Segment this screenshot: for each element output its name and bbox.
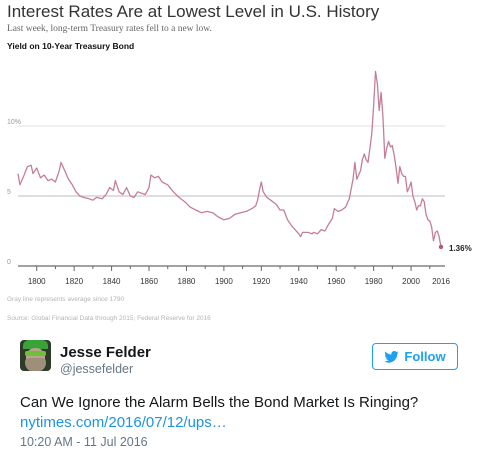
x-tick-label: 2000 [402, 277, 420, 286]
x-tick-label: 1820 [65, 277, 83, 286]
end-value-label: 1.36% [449, 244, 472, 253]
tweet-link[interactable]: nytimes.com/2016/07/12/ups… [20, 414, 227, 431]
avatar-beard [25, 358, 46, 371]
chart-note-average: Gray line represents average since 1790 [7, 296, 125, 303]
line-chart: 0 5 10% 1800 1820 1840 1860 1880 1900 1920 1940 196… [7, 70, 472, 286]
avatar-hat [23, 340, 48, 349]
author-handle[interactable]: @jessefelder [60, 362, 134, 376]
author-display-name[interactable]: Jesse Felder [60, 344, 151, 361]
chart-subtitle: Last week, long-term Treasury rates fell… [7, 24, 212, 34]
y-tick-label: 0 [7, 259, 11, 266]
tweet-body: Can We Ignore the Alarm Bells the Bond M… [20, 394, 419, 411]
avatar-glasses [25, 351, 46, 356]
x-tick-label: 1900 [215, 277, 233, 286]
x-tick-label: 2016 [432, 277, 450, 286]
x-tick-label: 1800 [28, 277, 46, 286]
y-tick-label: 5 [7, 189, 11, 196]
x-tick-label: 1980 [365, 277, 383, 286]
y-tick-label: 10% [7, 119, 21, 126]
tweet-timestamp[interactable]: 10:20 AM - 11 Jul 2016 [20, 435, 148, 449]
x-tick-label: 1940 [290, 277, 308, 286]
x-tick-label: 1960 [327, 277, 345, 286]
x-tick-label: 1920 [252, 277, 270, 286]
tweet-text: Can We Ignore the Alarm Bells the Bond M… [20, 393, 465, 433]
chart-card: Interest Rates Are at Lowest Level in U.… [7, 2, 472, 322]
follow-button[interactable]: Follow [372, 343, 458, 370]
chart-y-axis-label: Yield on 10-Year Treasury Bond [7, 41, 135, 51]
avatar[interactable] [20, 340, 51, 371]
end-point-marker [438, 244, 444, 250]
follow-button-label: Follow [404, 349, 446, 364]
tweet-card: Jesse Felder @jessefelder Follow Can We … [0, 335, 480, 463]
x-tick-label: 1880 [178, 277, 196, 286]
chart-title: Interest Rates Are at Lowest Level in U.… [7, 2, 380, 21]
x-tick-label: 1840 [103, 277, 121, 286]
x-tick-label: 1860 [140, 277, 158, 286]
twitter-bird-icon [384, 350, 400, 363]
yield-line [17, 70, 442, 248]
chart-note-source: Source: Global Financial Data through 20… [7, 315, 211, 322]
